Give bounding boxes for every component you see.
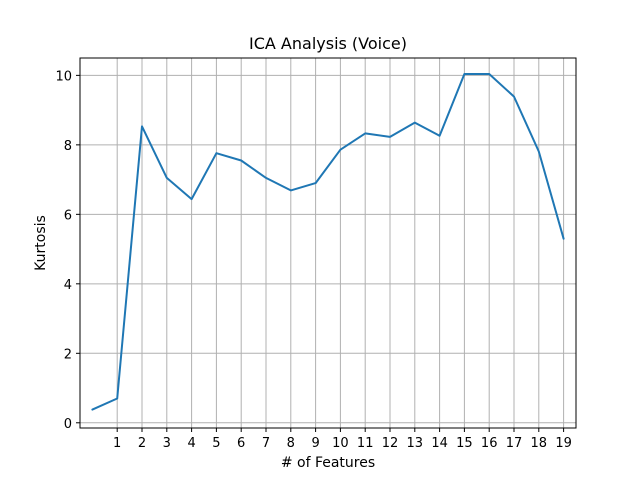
x-tick-label: 7 xyxy=(262,436,270,451)
y-tick-label: 10 xyxy=(55,69,72,84)
x-tick-label: 17 xyxy=(506,436,523,451)
x-tick-label: 13 xyxy=(407,436,424,451)
x-tick-label: 3 xyxy=(163,436,171,451)
chart-title: ICA Analysis (Voice) xyxy=(249,34,407,53)
x-tick-label: 16 xyxy=(481,436,498,451)
x-tick-label: 1 xyxy=(113,436,121,451)
y-tick-label: 2 xyxy=(64,347,72,362)
x-tick-label: 6 xyxy=(237,436,245,451)
axes-frame xyxy=(79,57,577,429)
x-tick-label: 15 xyxy=(456,436,473,451)
y-axis-label: Kurtosis xyxy=(33,215,49,271)
y-tick-label: 4 xyxy=(64,278,72,293)
series-layer xyxy=(91,73,565,411)
y-tick-label: 6 xyxy=(64,208,72,223)
y-tick-label: 0 xyxy=(64,417,72,432)
x-axis-label: # of Features xyxy=(281,455,375,471)
x-tick-label: 12 xyxy=(382,436,399,451)
x-tick-label: 10 xyxy=(332,436,349,451)
x-tick-label: 8 xyxy=(287,436,295,451)
x-tick-label: 18 xyxy=(531,436,548,451)
x-tick-label: 4 xyxy=(187,436,195,451)
plot-area xyxy=(80,58,576,428)
x-tick-label: 9 xyxy=(311,436,319,451)
x-tick-label: 11 xyxy=(357,436,374,451)
x-tick-label: 2 xyxy=(138,436,146,451)
x-tick-label: 5 xyxy=(212,436,220,451)
x-tick-label: 19 xyxy=(555,436,572,451)
grid-lines xyxy=(80,58,576,428)
x-tick-label: 14 xyxy=(431,436,448,451)
y-tick-label: 8 xyxy=(64,139,72,154)
tick-marks xyxy=(76,74,565,432)
series-line xyxy=(91,73,565,411)
